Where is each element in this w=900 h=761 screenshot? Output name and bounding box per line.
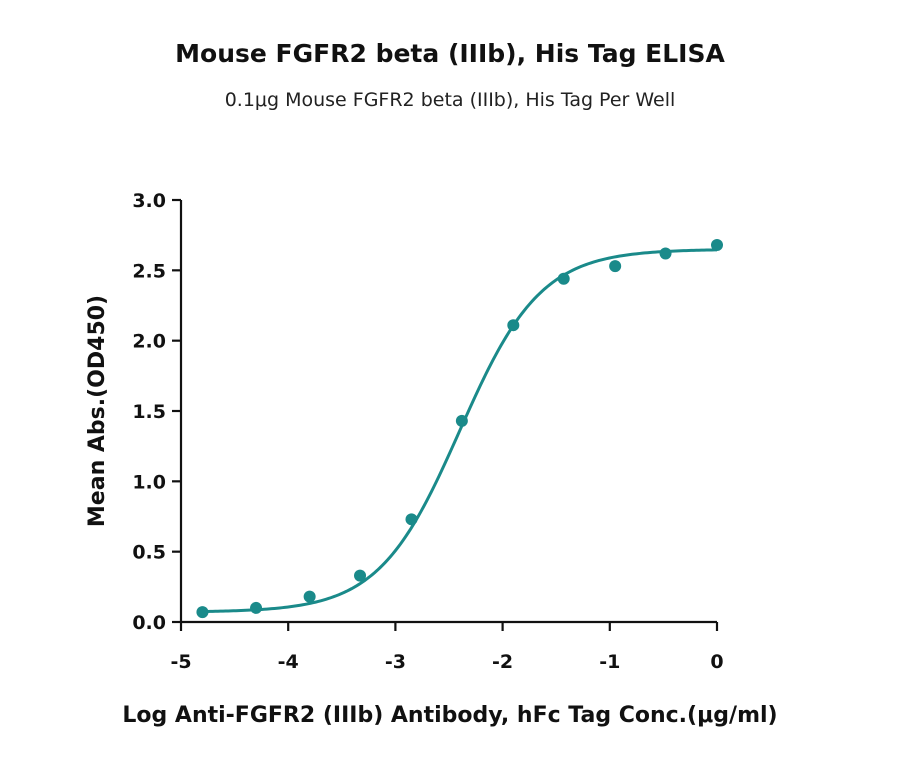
y-tick-label: 1.0	[132, 471, 166, 493]
data-point	[196, 606, 209, 619]
x-tick-label: -4	[278, 651, 299, 673]
data-point	[507, 319, 520, 332]
y-tick-label: 1.5	[132, 401, 166, 423]
chart-title: Mouse FGFR2 beta (IIIb), His Tag ELISA	[175, 39, 725, 68]
data-point	[354, 569, 367, 582]
x-axis-label: Log Anti-FGFR2 (IIIb) Antibody, hFc Tag …	[122, 703, 777, 728]
data-point	[659, 247, 672, 260]
chart-subtitle: 0.1μg Mouse FGFR2 beta (IIIb), His Tag P…	[225, 89, 676, 111]
x-tick-label: -5	[170, 651, 191, 673]
data-point	[711, 239, 723, 252]
data-points	[196, 239, 723, 619]
y-tick-label: 0.5	[132, 542, 166, 564]
y-tick-label: 0.0	[132, 612, 166, 634]
data-point	[405, 513, 418, 526]
x-tick-label: -2	[492, 651, 513, 673]
y-axis-label: Mean Abs.(OD450)	[85, 295, 110, 527]
x-axis: -5 -4 -3 -2 -1 0	[170, 620, 724, 673]
data-point	[609, 260, 622, 273]
data-point	[250, 601, 263, 614]
y-tick-label: 3.0	[132, 190, 166, 212]
x-tick-label: 0	[710, 651, 723, 673]
data-point	[303, 590, 316, 603]
y-tick-label: 2.0	[132, 331, 166, 353]
data-point	[455, 414, 468, 427]
fit-curve	[202, 248, 718, 614]
data-point	[557, 272, 570, 285]
x-tick-label: -3	[385, 651, 406, 673]
x-tick-label: -1	[599, 651, 620, 673]
y-axis: 0.0 0.5 1.0 1.5 2.0 2.5 3.0	[132, 190, 183, 634]
y-tick-label: 2.5	[132, 260, 166, 282]
